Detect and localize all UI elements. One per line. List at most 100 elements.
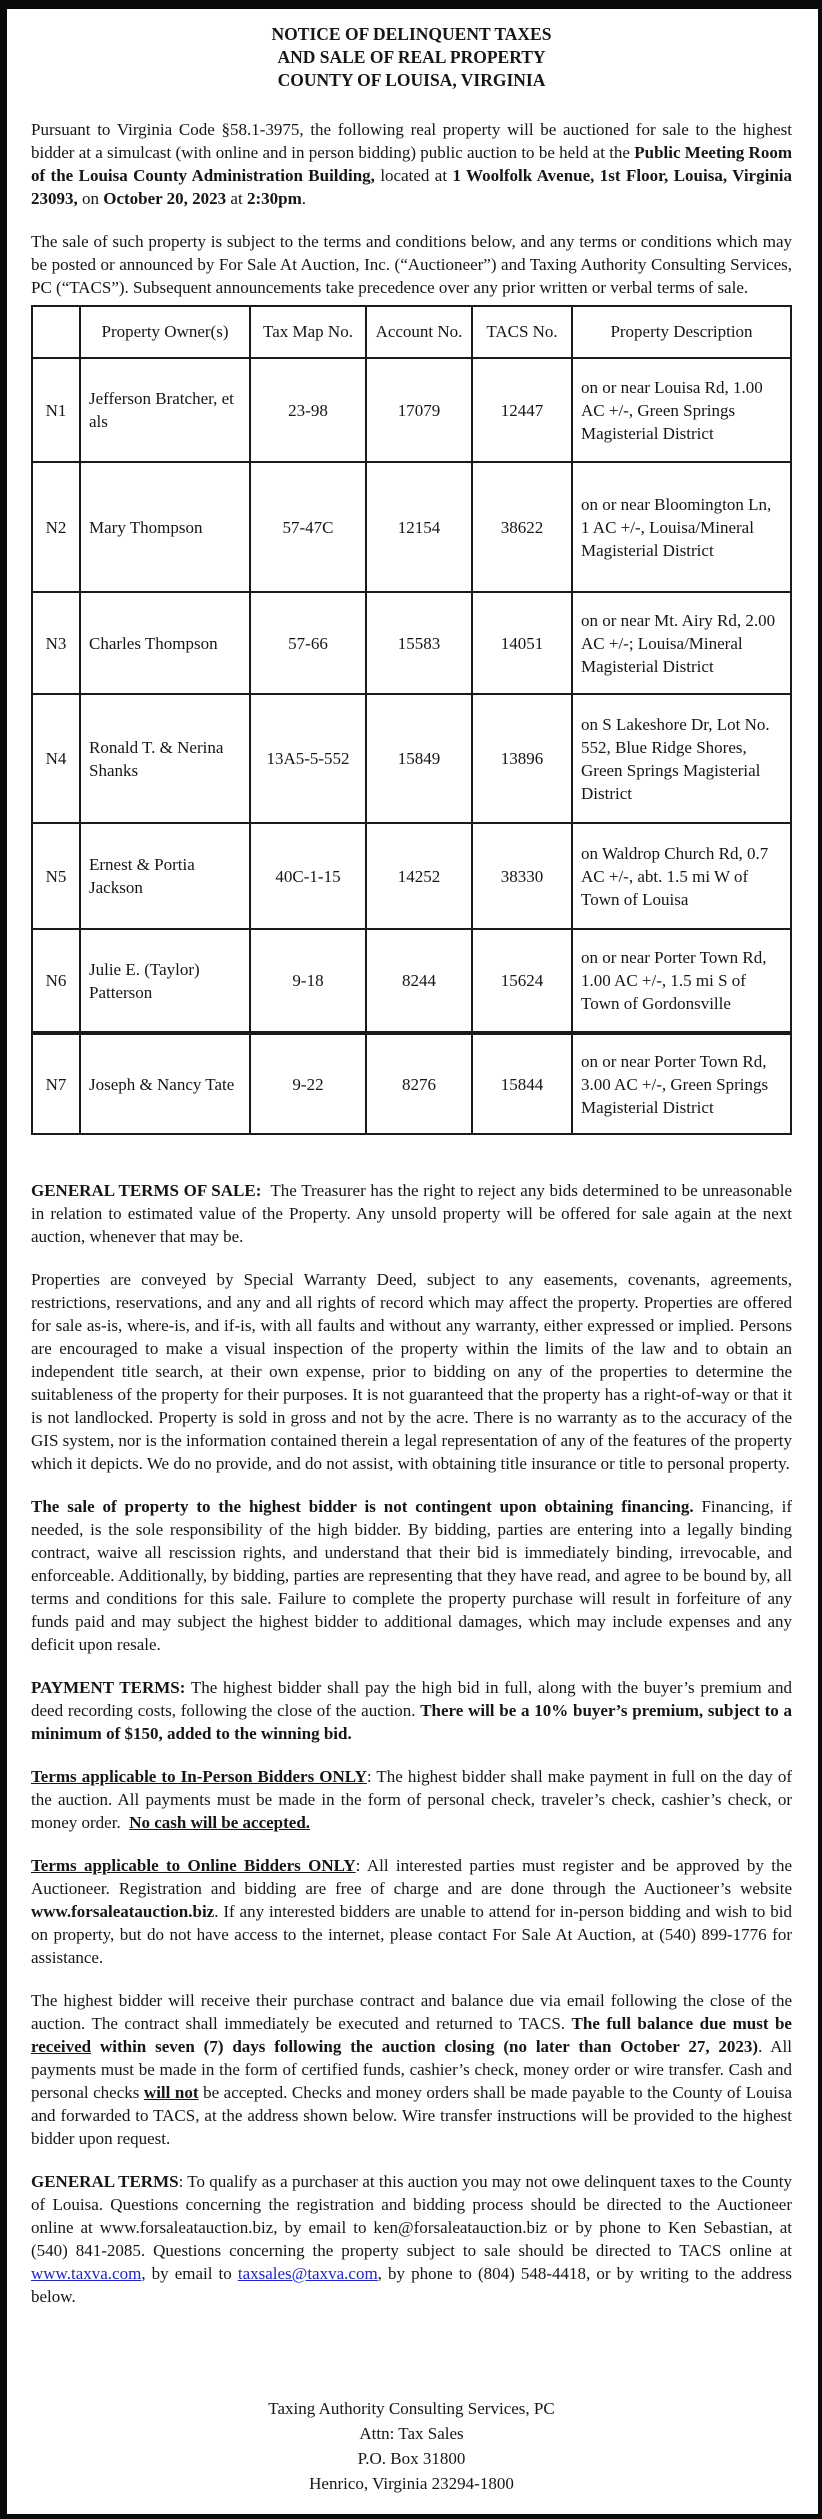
title-line-3: COUNTY OF LOUISA, VIRGINIA — [277, 70, 546, 90]
cell-N3-description: on or near Mt. Airy Rd, 2.00 AC +/-; Lou… — [571, 591, 792, 695]
cell-N3-owner: Charles Thompson — [79, 591, 251, 695]
paragraph-payment-terms: PAYMENT TERMS: The highest bidder shall … — [31, 1676, 792, 1745]
footer-address-line-4: Henrico, Virginia 23294-1800 — [309, 2474, 514, 2493]
text-run: GENERAL TERMS — [31, 2172, 179, 2191]
paragraph-auction-notice: Pursuant to Virginia Code §58.1-3975, th… — [31, 118, 792, 210]
text-run: , by email to — [141, 2264, 238, 2283]
cell-N6-description: on or near Porter Town Rd, 1.00 AC +/-, … — [571, 928, 792, 1034]
cell-N4-tacs: 13896 — [471, 693, 573, 824]
text-run: will not — [143, 2083, 199, 2102]
cell-N7-tax_map: 9-22 — [249, 1031, 367, 1135]
cell-N6-account: 8244 — [365, 928, 473, 1034]
table-header-cell-1: Property Owner(s) — [79, 305, 251, 359]
table-header-cell-3: Account No. — [365, 305, 473, 359]
cell-N7-tacs: 15844 — [471, 1031, 573, 1135]
text-run: . If any interested bidders are unable t… — [31, 1902, 792, 1967]
cell-N5-tax_map: 40C-1-15 — [249, 822, 367, 930]
table-header-cell-2: Tax Map No. — [249, 305, 367, 359]
table-row-N1: N1 Jefferson Bratcher, et als 23-98 17079 12… — [31, 357, 792, 463]
text-run: Pursuant to Virginia Code §58.1-3975, th… — [31, 120, 792, 162]
table-header-row: Property Owner(s) Tax Map No. Account No. T… — [31, 305, 792, 359]
cell-N7-owner: Joseph & Nancy Tate — [79, 1031, 251, 1135]
paragraph-general-terms-of-sale: GENERAL TERMS OF SALE: The Treasurer has… — [31, 1179, 792, 1248]
cell-N5-tacs: 38330 — [471, 822, 573, 930]
cell-N5-account: 14252 — [365, 822, 473, 930]
text-run: : The highest bidder shall make payment … — [31, 1767, 792, 1832]
cell-N1-item: N1 — [31, 357, 81, 463]
paragraph-special-warranty-deed: Properties are conveyed by Special Warra… — [31, 1268, 792, 1475]
table-row-N7: N7 Joseph & Nancy Tate 9-22 8276 15844 on or … — [31, 1031, 792, 1135]
text-run: GENERAL TERMS OF SALE: — [31, 1181, 262, 1200]
text-run: The sale of property to the highest bidd… — [31, 1497, 694, 1516]
taxva-website-link[interactable]: www.taxva.com — [31, 2264, 142, 2283]
cell-N2-owner: Mary Thompson — [79, 461, 251, 593]
intro-paragraphs: Pursuant to Virginia Code §58.1-3975, th… — [31, 118, 792, 299]
text-run: located at — [374, 166, 453, 185]
cell-N3-account: 15583 — [365, 591, 473, 695]
paragraph-in-person-bidders: Terms applicable to In-Person Bidders ON… — [31, 1765, 792, 1834]
footer-address-line-1: Taxing Authority Consulting Services, PC — [268, 2399, 555, 2418]
cell-N1-account: 17079 — [365, 357, 473, 463]
cell-N4-account: 15849 — [365, 693, 473, 824]
text-run: 1 Woolfolk Avenue, 1st Floor, Louisa, Vi… — [31, 166, 792, 208]
table-row-N4: N4 Ronald T. & Nerina Shanks 13A5-5-552 158… — [31, 693, 792, 824]
cell-N5-item: N5 — [31, 822, 81, 930]
table-row-N2: N2 Mary Thompson 57-47C 12154 38622 on or nea… — [31, 461, 792, 593]
cell-N2-tacs: 38622 — [471, 461, 573, 593]
cell-N3-item: N3 — [31, 591, 81, 695]
table-header-cell-5: Property Description — [571, 305, 792, 359]
table-header-cell-4: TACS No. — [471, 305, 573, 359]
text-run: be accepted. Checks and money orders sha… — [31, 2083, 793, 2148]
text-run: No cash will be accepted. — [129, 1813, 311, 1832]
cell-N4-item: N4 — [31, 693, 81, 824]
cell-N5-description: on Waldrop Church Rd, 0.7 AC +/-, abt. 1… — [571, 822, 792, 930]
cell-N1-tacs: 12447 — [471, 357, 573, 463]
text-run: PAYMENT TERMS: — [31, 1678, 186, 1697]
table-body: N1 Jefferson Bratcher, et als 23-98 17079 12… — [31, 357, 792, 1135]
text-run: within seven (7) days following the auct… — [91, 2037, 759, 2056]
paragraph-terms-precedence: The sale of such property is subject to … — [31, 230, 792, 299]
cell-N5-owner: Ernest & Portia Jackson — [79, 822, 251, 930]
footer-address-line-3: P.O. Box 31800 — [357, 2449, 466, 2468]
text-run: October 20, 2023 — [103, 189, 227, 208]
text-run: The sale of such property is subject to … — [31, 232, 792, 297]
cell-N4-owner: Ronald T. & Nerina Shanks — [79, 693, 251, 824]
text-run: Terms applicable to Online Bidders ONLY — [31, 1856, 356, 1875]
text-run: : To qualify as a purchaser at this auct… — [31, 2172, 792, 2260]
text-run: . All payments must be made in the form … — [31, 2037, 792, 2102]
cell-N7-account: 8276 — [365, 1031, 473, 1135]
property-table: Property Owner(s) Tax Map No. Account No. T… — [31, 305, 792, 1135]
footer-address: Taxing Authority Consulting Services, PC… — [31, 2396, 792, 2502]
text-run: Public Meeting Room of the Louisa County… — [31, 143, 792, 185]
text-run: Properties are conveyed by Special Warra… — [31, 1270, 792, 1473]
text-run: The highest bidder will receive their pu… — [31, 1991, 792, 2033]
text-run: at — [226, 189, 247, 208]
text-run: The full balance due must be — [571, 2014, 792, 2033]
cell-N2-item: N2 — [31, 461, 81, 593]
title-line-2: AND SALE OF REAL PROPERTY — [277, 47, 546, 67]
text-run: 2:30pm — [246, 189, 302, 208]
text-run: The highest bidder shall pay the high bi… — [31, 1678, 793, 1720]
cell-N2-account: 12154 — [365, 461, 473, 593]
text-run: : All interested parties must register a… — [31, 1856, 792, 1898]
paragraph-general-terms: GENERAL TERMS: To qualify as a purchaser… — [31, 2170, 792, 2308]
document-title: NOTICE OF DELINQUENT TAXES AND SALE OF R… — [31, 23, 792, 92]
paragraph-online-bidders: Terms applicable to Online Bidders ONLY:… — [31, 1854, 792, 1969]
text-run: . — [301, 189, 306, 208]
table-row-N3: N3 Charles Thompson 57-66 15583 14051 on or n… — [31, 591, 792, 695]
taxsales-email-link[interactable]: taxsales@taxva.com — [237, 2264, 378, 2283]
text-run: received — [31, 2037, 92, 2056]
cell-N6-tax_map: 9-18 — [249, 928, 367, 1034]
table-row-N6: N6 Julie E. (Taylor) Patterson 9-18 8244 156… — [31, 928, 792, 1034]
table-row-N5: N5 Ernest & Portia Jackson 40C-1-15 14252 38… — [31, 822, 792, 930]
text-run: Financing, if needed, is the sole respon… — [31, 1497, 792, 1654]
text-run: Terms applicable to In-Person Bidders ON… — [31, 1767, 367, 1786]
text-run: www.forsaleatauction.biz — [31, 1902, 215, 1921]
cell-N4-tax_map: 13A5-5-552 — [249, 693, 367, 824]
cell-N1-owner: Jefferson Bratcher, et als — [79, 357, 251, 463]
cell-N7-item: N7 — [31, 1031, 81, 1135]
text-run: on — [77, 189, 104, 208]
text-run: , by phone to (804) 548-4418, or by writ… — [31, 2264, 793, 2306]
table-header-cell-0 — [31, 305, 81, 359]
text-run: There will be a 10% buyer’s premium, sub… — [31, 1701, 793, 1743]
